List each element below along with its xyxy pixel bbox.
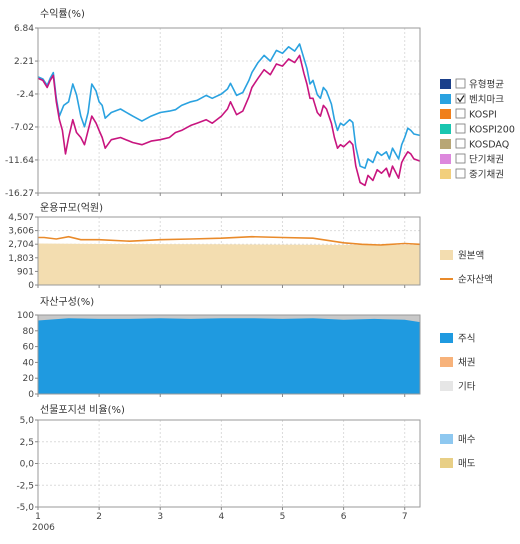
series-line-2	[37, 54, 421, 187]
y-tick-label: 80	[23, 327, 35, 337]
legend-checkbox[interactable]	[455, 78, 466, 89]
principal-area	[38, 243, 420, 285]
legend-item-2[interactable]: 벤치마크	[440, 94, 504, 106]
legend-checkbox[interactable]	[455, 153, 466, 164]
legend-label: 순자산액	[458, 274, 493, 286]
legend-swatch	[440, 434, 453, 444]
y-tick-label: -2,5	[16, 481, 34, 491]
y-tick-label: 60	[23, 343, 35, 353]
y-tick-label: 6.84	[14, 24, 34, 34]
legend-label: 벤치마크	[469, 94, 504, 106]
legend-item-1[interactable]: 유형평균	[440, 78, 504, 91]
x-year-label: 2006	[32, 523, 55, 533]
legend-swatch	[440, 79, 451, 89]
legend-checkbox[interactable]	[455, 168, 466, 179]
x-tick-label: 2	[96, 512, 102, 522]
legend-label: KOSPI200	[469, 125, 515, 136]
panel-title: 수익률(%)	[40, 8, 85, 20]
x-tick-label: 5	[280, 512, 286, 522]
panel-title: 선물포지션 비율(%)	[40, 404, 125, 416]
y-tick-label: 0,0	[20, 460, 35, 470]
legend-label: 채권	[458, 357, 475, 369]
legend-item-4[interactable]: KOSPI200	[440, 123, 515, 136]
legend-label: 원본액	[458, 250, 484, 262]
y-tick-label: -2.4	[16, 90, 34, 100]
y-tick-label: -11.64	[5, 156, 34, 166]
y-tick-label: 5,0	[20, 416, 35, 426]
legend-checkbox[interactable]	[455, 108, 466, 119]
legend-item-5[interactable]: KOSDAQ	[440, 138, 509, 151]
y-tick-label: 1,803	[8, 254, 34, 264]
legend-label: 주식	[458, 334, 475, 345]
legend-swatch	[440, 381, 453, 391]
legend-label: 매수	[458, 435, 476, 446]
check-icon	[457, 95, 465, 103]
y-tick-label: 40	[23, 358, 35, 368]
y-tick-label: -5,0	[16, 503, 34, 513]
panel-title: 자산구성(%)	[40, 296, 94, 308]
legend-swatch	[440, 458, 453, 468]
x-tick-label: 6	[341, 512, 347, 522]
chart-panel-1: 수익률(%) 6.84 2.21 -2.4 -7.02 -11.64 -16.27 유형평균벤…	[5, 8, 515, 199]
legend-label: 중기채권	[469, 169, 504, 181]
plot-frame	[37, 419, 421, 508]
x-tick-label: 7	[402, 512, 408, 522]
stock-area	[38, 318, 420, 394]
legend-item-7[interactable]: 중기채권	[440, 169, 504, 181]
y-tick-label: 901	[17, 267, 34, 277]
legend-swatch	[440, 357, 453, 367]
y-tick-label: 4,507	[8, 213, 34, 223]
legend-checkbox[interactable]	[455, 123, 466, 134]
legend-checkbox[interactable]	[455, 138, 466, 149]
y-tick-label: 2.21	[14, 57, 34, 67]
legend-label: KOSDAQ	[469, 140, 509, 151]
legend-item-3[interactable]: KOSPI	[440, 108, 497, 121]
legend-label: 매도	[458, 459, 476, 470]
legend-swatch	[440, 124, 451, 134]
y-tick-label: 20	[23, 374, 35, 384]
legend-checkbox[interactable]	[455, 93, 466, 104]
panel-title: 운용규모(억원)	[40, 202, 103, 214]
x-tick-label: 4	[218, 512, 224, 522]
legend-swatch	[440, 139, 451, 149]
y-tick-label: 0	[28, 390, 34, 400]
plot-border	[37, 27, 421, 194]
plot-border	[37, 314, 421, 395]
y-tick-label: 2,5	[20, 438, 34, 448]
legend-swatch	[440, 333, 453, 343]
legend-item-6[interactable]: 단기채권	[440, 154, 504, 166]
plot-frame	[37, 27, 421, 194]
y-tick-label: 0	[28, 281, 34, 291]
legend-swatch	[440, 169, 451, 179]
y-tick-label: 2,704	[8, 240, 34, 250]
y-tick-label: 100	[17, 311, 34, 321]
legend-label: KOSPI	[469, 110, 497, 121]
legend-swatch	[440, 250, 453, 260]
legend-label: 유형평균	[469, 80, 504, 91]
x-tick-label: 3	[157, 512, 163, 522]
y-tick-label: 3,606	[8, 227, 34, 237]
legend-label: 단기채권	[469, 154, 504, 166]
x-tick-label: 1	[35, 512, 41, 522]
y-tick-label: -16.27	[5, 189, 34, 199]
plot-border	[37, 216, 421, 286]
legend-swatch	[440, 109, 451, 119]
series-line-1	[37, 43, 421, 169]
legend-label: 기타	[458, 382, 476, 393]
net-assets-line	[38, 235, 421, 246]
chart-panel-4: 선물포지션 비율(%) 5,0 2,5 0,0 -2,5 -5,01 2 3 4 5 6 7 2006 매…	[16, 404, 475, 533]
legend-swatch	[440, 154, 451, 164]
y-tick-label: -7.02	[11, 123, 34, 133]
legend-swatch	[440, 94, 451, 104]
